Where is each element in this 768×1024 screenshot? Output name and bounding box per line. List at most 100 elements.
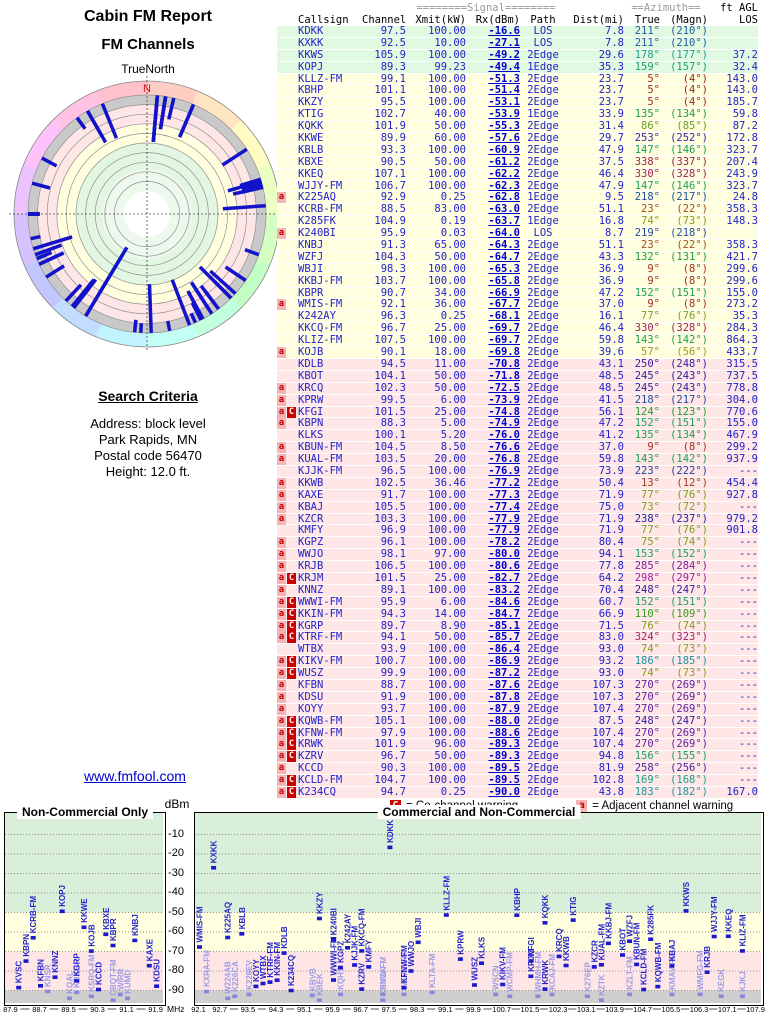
cell-rx-link[interactable]: -78.2 — [488, 536, 520, 549]
cell-rx-link[interactable]: -84.6 — [488, 595, 520, 608]
cell-rx-link[interactable]: -77.9 — [488, 512, 520, 525]
cell-rx-link[interactable]: -89.3 — [488, 738, 520, 751]
cell-channel: 95.9 — [380, 227, 406, 240]
cell-rx-link[interactable]: -64.0 — [488, 227, 520, 240]
cell-rx-link[interactable]: -63.7 — [488, 215, 520, 228]
cell-rx-link[interactable]: -68.1 — [488, 310, 520, 323]
cell-rx-link[interactable]: -90.0 — [488, 786, 520, 798]
cell-rx-link[interactable]: -69.7 — [488, 334, 520, 347]
cell-path: 2Edge — [527, 714, 559, 727]
cell-rx-link[interactable]: -53.1 — [488, 96, 520, 109]
cell-rx-link[interactable]: -89.5 — [488, 762, 520, 775]
cell-callsign: KRJM — [298, 571, 324, 584]
cell-azimuth-magn: (323°) — [670, 631, 708, 644]
cell-rx-link[interactable]: -85.1 — [488, 619, 520, 632]
cell-rx-link[interactable]: -51.4 — [488, 84, 520, 97]
cell-rx-link[interactable]: -87.6 — [488, 678, 520, 691]
cell-rx-link[interactable]: -53.9 — [488, 108, 520, 121]
cell-dist: 71.9 — [598, 512, 624, 525]
table-row: KKBJ-FM 103.7 100.00 -65.8 2Edge 36.9 9°… — [277, 274, 758, 288]
cell-los: 207.4 — [726, 155, 758, 168]
cell-rx-link[interactable]: -71.8 — [488, 369, 520, 382]
cell-rx-link[interactable]: -88.0 — [488, 714, 520, 727]
cell-azimuth-true: 245° — [634, 381, 660, 394]
cell-rx-link[interactable]: -87.2 — [488, 667, 520, 680]
cell-rx-link[interactable]: -89.5 — [488, 774, 520, 787]
cell-channel: 102.5 — [374, 476, 406, 489]
cell-rx-link[interactable]: -87.9 — [488, 702, 520, 715]
cell-rx-link[interactable]: -65.8 — [488, 274, 520, 287]
table-header-groups: ========Signal======== ==Azimuth== ft AG… — [277, 2, 758, 14]
cell-rx-link[interactable]: -63.0 — [488, 203, 520, 216]
cell-rx-link[interactable]: -80.6 — [488, 560, 520, 573]
cell-los: 24.8 — [732, 191, 758, 204]
cell-los: 185.7 — [726, 96, 758, 109]
cell-rx-link[interactable]: -74.8 — [488, 405, 520, 418]
cell-rx-link[interactable]: -88.6 — [488, 726, 520, 739]
fmfool-link[interactable]: www.fmfool.com — [84, 768, 186, 784]
cell-rx-link[interactable]: -16.6 — [488, 25, 520, 37]
cell-rx-link[interactable]: -74.9 — [488, 417, 520, 430]
cell-rx-link[interactable]: -84.7 — [488, 607, 520, 620]
cell-rx-link[interactable]: -73.9 — [488, 393, 520, 406]
cell-rx-link[interactable]: -67.7 — [488, 298, 520, 311]
adjacent-warning-icon: a — [277, 537, 286, 549]
adjacent-warning-icon: a — [277, 608, 286, 620]
cell-rx-link[interactable]: -70.8 — [488, 357, 520, 370]
cell-rx-link[interactable]: -76.8 — [488, 453, 520, 466]
cell-rx-link[interactable]: -76.6 — [488, 441, 520, 454]
mhz-axis: 87.9 88.7 89.5 90.3 91.1 91.9 92.1 92.7 93.5 94.3… — [0, 1003, 768, 1021]
cell-dist: 9.5 — [605, 191, 624, 204]
cell-callsign: KKEQ — [298, 167, 324, 180]
cell-rx-link[interactable]: -61.2 — [488, 155, 520, 168]
cell-dist: 41.5 — [598, 393, 624, 406]
cell-azimuth-true: 135° — [634, 108, 660, 121]
cell-rx-link[interactable]: -86.4 — [488, 643, 520, 656]
cell-rx-link[interactable]: -60.9 — [488, 143, 520, 156]
cell-azimuth-magn: (151°) — [670, 595, 708, 608]
cell-rx-link[interactable]: -49.4 — [488, 60, 520, 73]
cell-rx-link[interactable]: -76.0 — [488, 429, 520, 442]
cell-rx-link[interactable]: -77.3 — [488, 488, 520, 501]
cell-rx-link[interactable]: -62.2 — [488, 167, 520, 180]
cell-rx-link[interactable]: -69.7 — [488, 322, 520, 335]
cell-channel: 98.3 — [380, 262, 406, 275]
cell-rx-link[interactable]: -57.6 — [488, 132, 520, 145]
cell-rx-link[interactable]: -80.0 — [488, 548, 520, 561]
cell-path: 2Edge — [527, 726, 559, 739]
cell-rx-link[interactable]: -82.7 — [488, 571, 520, 584]
cell-rx-link[interactable]: -66.9 — [488, 286, 520, 299]
cell-rx-link[interactable]: -72.5 — [488, 381, 520, 394]
co-channel-warning-icon: C — [287, 727, 296, 739]
cell-rx-link[interactable]: -27.1 — [488, 36, 520, 49]
cell-rx-link[interactable]: -49.2 — [488, 48, 520, 61]
table-row: WBJI 98.3 100.00 -65.3 2Edge 36.9 9° (8°… — [277, 262, 758, 276]
cell-los: 304.0 — [726, 393, 758, 406]
cell-rx-link[interactable]: -77.9 — [488, 524, 520, 537]
cell-rx-link[interactable]: -55.3 — [488, 120, 520, 133]
cell-rx-link[interactable]: -86.9 — [488, 655, 520, 668]
cell-rx-link[interactable]: -62.3 — [488, 179, 520, 192]
cell-rx-link[interactable]: -64.3 — [488, 239, 520, 252]
cell-xmit: 100.00 — [428, 774, 466, 787]
table-row: KLIZ-FM 107.5 100.00 -69.7 2Edge 59.8 14… — [277, 334, 758, 348]
cell-rx-link[interactable]: -65.3 — [488, 262, 520, 275]
adjacent-warning-icon: a — [277, 501, 286, 513]
cell-rx-link[interactable]: -83.2 — [488, 583, 520, 596]
cell-rx-link[interactable]: -89.3 — [488, 750, 520, 763]
cell-rx-link[interactable]: -51.3 — [488, 72, 520, 85]
cell-rx-link[interactable]: -76.9 — [488, 464, 520, 477]
cell-los: 299.6 — [726, 274, 758, 287]
svg-text:KTIG: KTIG — [569, 896, 578, 915]
cell-rx-link[interactable]: -77.4 — [488, 500, 520, 513]
cell-rx-link[interactable]: -87.8 — [488, 690, 520, 703]
svg-text:KGPZ: KGPZ — [337, 941, 346, 963]
adjacent-warning-icon: a — [277, 549, 286, 561]
cell-azimuth-true: 143° — [634, 334, 660, 347]
cell-channel: 103.7 — [374, 274, 406, 287]
cell-rx-link[interactable]: -85.7 — [488, 631, 520, 644]
cell-rx-link[interactable]: -69.8 — [488, 346, 520, 359]
cell-rx-link[interactable]: -62.8 — [488, 191, 520, 204]
cell-rx-link[interactable]: -77.2 — [488, 476, 520, 489]
cell-rx-link[interactable]: -64.7 — [488, 250, 520, 263]
